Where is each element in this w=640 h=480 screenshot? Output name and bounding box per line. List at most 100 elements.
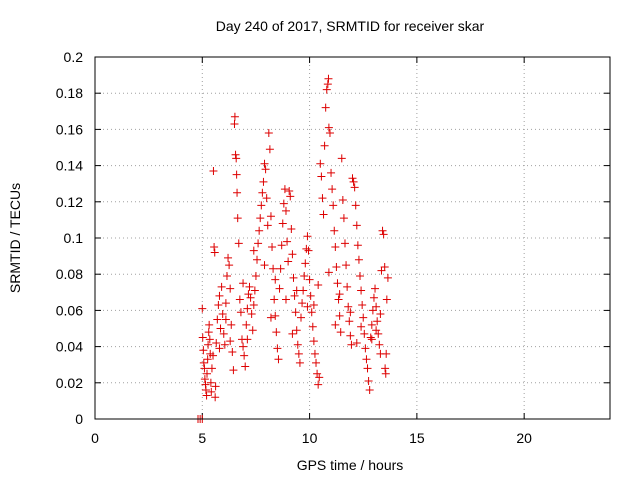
data-point xyxy=(273,344,282,353)
data-point xyxy=(249,246,258,255)
x-tick-labels: 0 5 10 15 20 xyxy=(91,430,532,446)
data-point xyxy=(324,123,333,132)
data-point xyxy=(256,214,265,223)
data-point xyxy=(211,382,220,391)
data-point xyxy=(243,335,252,344)
x-tick-label: 5 xyxy=(198,430,206,446)
data-point xyxy=(330,226,339,235)
data-point xyxy=(205,335,214,344)
data-point xyxy=(241,362,250,371)
data-point xyxy=(301,259,310,268)
data-point xyxy=(239,342,248,351)
data-point xyxy=(381,364,390,373)
data-point xyxy=(236,308,245,317)
data-point xyxy=(284,257,293,266)
y-tick-label: 0.06 xyxy=(56,302,83,318)
data-point xyxy=(319,210,328,219)
data-point xyxy=(285,186,294,195)
data-point xyxy=(335,290,344,299)
data-point xyxy=(258,188,267,197)
data-point xyxy=(203,369,212,378)
x-tick-label: 10 xyxy=(302,430,318,446)
data-point xyxy=(306,291,315,300)
data-point xyxy=(345,317,354,326)
data-point xyxy=(367,335,376,344)
data-point xyxy=(374,329,383,338)
data-point xyxy=(248,326,257,335)
data-point xyxy=(382,349,391,358)
data-point xyxy=(259,177,268,186)
data-point xyxy=(233,214,242,223)
data-point xyxy=(303,232,312,241)
data-point xyxy=(350,183,359,192)
data-point xyxy=(211,393,220,402)
data-point xyxy=(250,286,259,295)
y-tick-label: 0.2 xyxy=(64,49,84,65)
data-point xyxy=(314,380,323,389)
data-point xyxy=(201,386,210,395)
data-point xyxy=(199,358,208,367)
data-point xyxy=(375,340,384,349)
axis-ticks xyxy=(94,56,610,420)
data-point xyxy=(346,308,355,317)
data-point xyxy=(268,243,277,252)
data-point xyxy=(215,344,224,353)
data-point xyxy=(226,337,235,346)
data-point xyxy=(354,255,363,264)
data-point xyxy=(329,201,338,210)
data-point xyxy=(291,308,300,317)
data-point xyxy=(239,279,248,288)
data-point xyxy=(340,239,349,248)
y-tick-label: 0.08 xyxy=(56,266,83,282)
data-point xyxy=(203,355,212,364)
data-point xyxy=(364,376,373,385)
x-tick-label: 20 xyxy=(516,430,532,446)
data-point xyxy=(357,322,366,331)
x-tick-label: 15 xyxy=(409,430,425,446)
data-point xyxy=(266,212,275,221)
data-point xyxy=(351,201,360,210)
data-point xyxy=(336,328,345,337)
data-point xyxy=(276,264,285,273)
data-point xyxy=(266,313,275,322)
data-point xyxy=(313,369,322,378)
data-point xyxy=(356,272,365,281)
data-point xyxy=(320,141,329,150)
data-point xyxy=(209,167,218,176)
data-point xyxy=(206,378,215,387)
data-point xyxy=(324,74,333,83)
data-point xyxy=(363,364,372,373)
data-point xyxy=(317,172,326,181)
data-point xyxy=(257,201,266,210)
data-point xyxy=(198,304,207,313)
data-point xyxy=(246,293,255,302)
data-point xyxy=(362,355,371,364)
data-point xyxy=(334,295,343,304)
data-point xyxy=(260,261,269,270)
data-point xyxy=(308,322,317,331)
data-point xyxy=(213,315,222,324)
data-point xyxy=(309,337,318,346)
data-point xyxy=(230,119,239,128)
data-point xyxy=(331,243,340,252)
data-point xyxy=(281,206,290,215)
y-tick-label: 0.12 xyxy=(56,194,83,210)
data-point xyxy=(279,199,288,208)
data-point xyxy=(249,300,258,309)
data-point xyxy=(251,272,260,281)
data-point xyxy=(342,261,351,270)
y-tick-label: 0.1 xyxy=(64,230,84,246)
y-tick-label: 0.02 xyxy=(56,375,83,391)
data-point xyxy=(383,273,392,282)
data-point xyxy=(271,311,280,320)
data-point xyxy=(292,286,301,295)
data-point xyxy=(262,194,271,203)
data-point xyxy=(235,295,244,304)
x-tick-label: 0 xyxy=(91,430,99,446)
data-point xyxy=(292,326,301,335)
data-point xyxy=(271,275,280,284)
data-point xyxy=(343,282,352,291)
data-point xyxy=(359,313,368,322)
data-point xyxy=(207,387,216,396)
data-point xyxy=(232,170,241,179)
